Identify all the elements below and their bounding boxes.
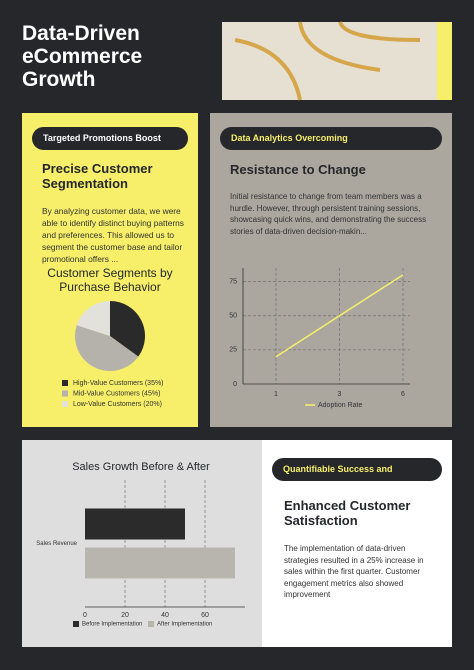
y-tick-label: 75 [229,278,237,285]
y-tick-label: 25 [229,347,237,354]
page-title: Data-Driven eCommerce Growth [22,22,143,91]
y-tick-label: Sales Revenue [36,541,77,547]
bar [85,547,235,579]
pie-slice [75,325,139,371]
tag: Targeted Promotions Boost [32,127,188,150]
tag: Quantifiable Success and [272,458,442,481]
legend-swatch [62,390,68,397]
legend-label: Mid-Value Customers (45%) [73,390,160,397]
legend-label: Adoption Rate [318,402,362,409]
chart-title: Customer Segments by Purchase Behavior [47,266,173,294]
pie-slice [76,301,110,336]
y-tick-label: 0 [233,381,237,388]
legend-swatch [62,380,68,386]
tag: Data Analytics Overcoming [220,127,442,150]
body-text: The implementation of data-driven strate… [284,544,424,599]
body-text: By analyzing customer data, we were able… [42,206,184,264]
heading: Resistance to Change [230,162,366,177]
panel-bg [22,440,262,647]
x-tick-label: 3 [338,391,342,398]
heading: Precise Customer Segmentation [42,161,153,191]
data-line [275,274,404,358]
legend-swatch [62,401,68,407]
x-tick-label: 6 [401,391,405,398]
chart-title: Sales Growth Before & After [72,461,210,473]
legend-label: Low-Value Customers (20%) [73,401,162,408]
legend-swatch [148,621,154,627]
image-accent [437,22,452,100]
legend-swatch [73,621,79,627]
bar [85,508,185,540]
y-tick-label: 50 [229,313,237,320]
x-tick-label: 20 [121,612,129,619]
x-tick-label: 0 [83,612,87,619]
legend-label: High-Value Customers (35%) [73,380,164,387]
tracks [234,21,421,101]
panel-bg [22,113,198,427]
panel-bg [210,113,452,427]
x-tick-label: 60 [201,612,209,619]
legend-label: Before Implementation [82,622,142,628]
body-text: Initial resistance to change from team m… [230,192,427,236]
legend-label: After Implementation [157,622,212,628]
x-tick-label: 1 [274,391,278,398]
pie-slice [110,301,145,357]
heading: Enhanced Customer Satisfaction [284,498,411,528]
x-tick-label: 40 [161,612,169,619]
